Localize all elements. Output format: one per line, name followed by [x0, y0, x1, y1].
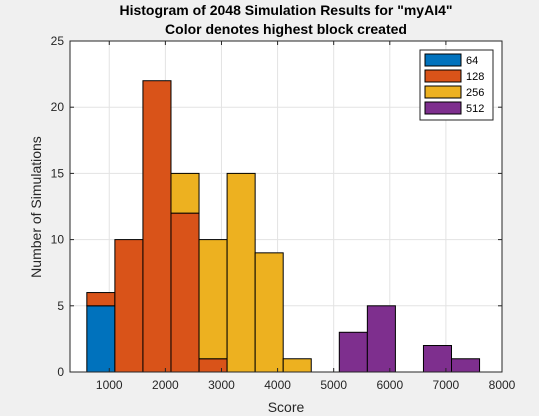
x-tick-label: 4000 — [264, 378, 291, 392]
histogram-bar — [338, 331, 368, 373]
legend-swatch — [424, 85, 462, 99]
legend-label: 128 — [466, 71, 484, 83]
legend: 64 128 256 512 — [419, 49, 494, 121]
y-tick-label: 10 — [51, 233, 65, 247]
x-tick-label: 7000 — [433, 378, 460, 392]
legend-swatch — [424, 53, 462, 67]
y-tick-label: 15 — [51, 166, 65, 180]
histogram-bar — [114, 239, 144, 373]
x-tick-label: 3000 — [208, 378, 235, 392]
x-tick-label: 2000 — [152, 378, 179, 392]
legend-label: 256 — [466, 87, 484, 99]
histogram-bar — [198, 358, 228, 373]
x-tick-label: 6000 — [376, 378, 403, 392]
histogram-bar — [198, 239, 228, 360]
histogram-bar — [226, 172, 256, 373]
histogram-bar — [366, 305, 396, 373]
legend-label: 512 — [466, 103, 484, 115]
x-tick-labels: 1000 2000 3000 4000 5000 6000 7000 8000 — [96, 378, 516, 392]
axes-box — [69, 40, 503, 373]
chart-title: Histogram of 2048 Simulation Results for… — [119, 2, 452, 18]
y-tick-label: 25 — [51, 34, 65, 48]
y-tick-labels: 0 5 10 15 20 25 — [51, 34, 65, 379]
histogram-bar — [142, 80, 172, 373]
histogram-bar — [422, 345, 453, 373]
histogram-bar — [86, 305, 116, 373]
histogram-bar — [451, 358, 481, 373]
legend-label: 64 — [466, 55, 478, 67]
histogram-bar — [254, 252, 284, 373]
y-tick-label: 5 — [57, 299, 64, 313]
x-tick-label: 5000 — [320, 378, 347, 392]
histogram-bar — [282, 358, 312, 373]
y-tick-label: 0 — [57, 365, 64, 379]
chart-subtitle: Color denotes highest block created — [165, 21, 407, 37]
histogram-bar — [170, 172, 200, 214]
axes — [69, 40, 503, 373]
y-tick-label: 20 — [51, 100, 65, 114]
legend-swatch — [424, 101, 462, 115]
x-tick-label: 1000 — [96, 378, 123, 392]
x-tick-label: 8000 — [489, 378, 516, 392]
y-axis-label: Number of Simulations — [28, 136, 44, 278]
x-axis-label: Score — [268, 399, 305, 415]
histogram-bar — [86, 292, 116, 307]
bars — [86, 80, 481, 373]
legend-swatch — [424, 69, 462, 83]
histogram-bar — [170, 212, 200, 373]
